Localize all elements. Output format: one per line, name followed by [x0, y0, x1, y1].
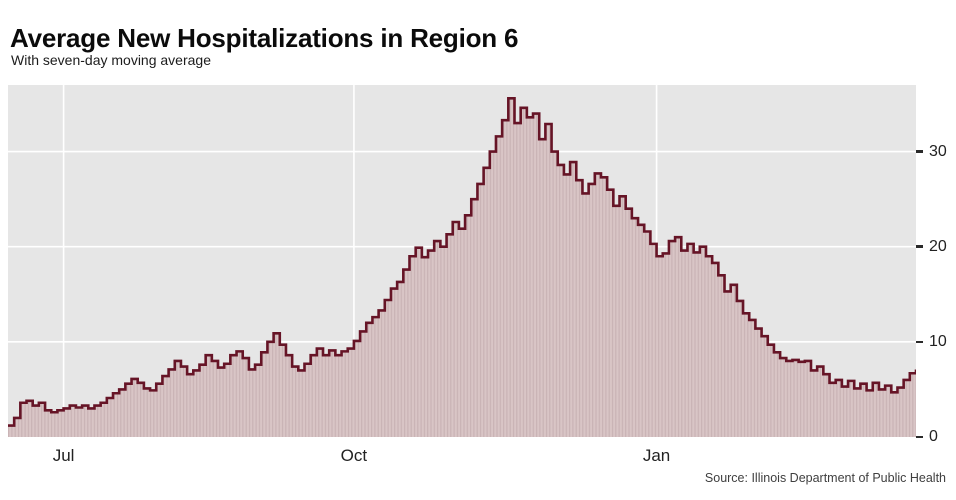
plot-area: [8, 85, 916, 437]
area-fill: [8, 98, 916, 437]
hospitalizations-area-chart: [8, 85, 916, 437]
y-axis-tick-30: 30: [916, 143, 947, 161]
y-axis: 0 10 20 30: [916, 85, 956, 445]
y-tick-label: 20: [929, 237, 947, 255]
x-tick-label-oct: Oct: [340, 446, 368, 465]
y-tick-mark: [916, 435, 923, 439]
source-attribution: Source: Illinois Department of Public He…: [704, 471, 946, 485]
y-tick-mark: [916, 150, 923, 153]
y-tick-mark: [916, 245, 923, 248]
x-tick-label-jul: Jul: [52, 446, 75, 465]
y-axis-tick-20: 20: [916, 238, 947, 256]
moving-average-line: [8, 97, 916, 427]
y-axis-tick-0: 0: [916, 428, 938, 446]
x-axis: Jul Oct Jan: [8, 441, 916, 467]
y-tick-label: 10: [929, 332, 947, 350]
y-tick-mark: [916, 340, 923, 344]
y-tick-label: 30: [929, 142, 947, 160]
y-axis-tick-10: 10: [916, 333, 947, 351]
chart-subtitle: With seven-day moving average: [11, 52, 211, 68]
x-tick-label-jan: Jan: [642, 446, 671, 465]
chart-title: Average New Hospitalizations in Region 6: [10, 23, 519, 54]
y-tick-label: 0: [929, 428, 938, 445]
